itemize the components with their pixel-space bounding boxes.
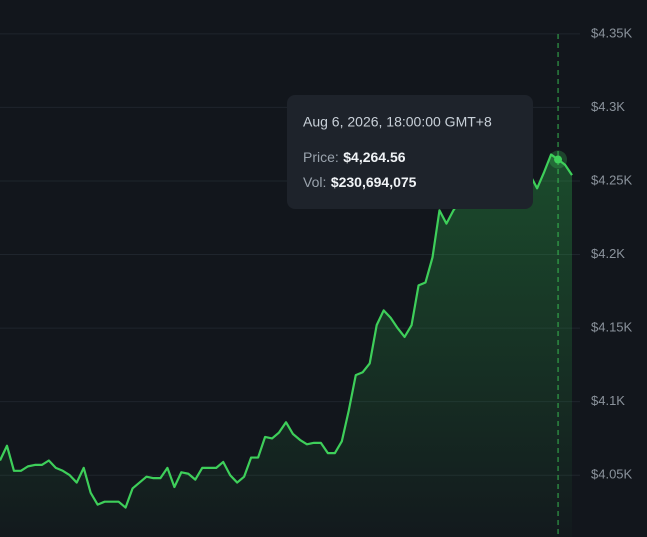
hover-point xyxy=(554,155,563,164)
tooltip-box xyxy=(287,95,533,209)
tooltip-price-label: Price: xyxy=(303,149,339,165)
y-tick-label: $4.25K xyxy=(591,172,633,187)
tooltip-volume-label: Vol: xyxy=(303,174,326,190)
tooltip-price: Price: $4,264.56 xyxy=(303,149,406,167)
y-tick-label: $4.2K xyxy=(591,246,625,261)
tooltip-volume-value: $230,694,075 xyxy=(331,174,417,190)
tooltip-volume: Vol: $230,694,075 xyxy=(303,174,417,192)
tooltip-date: Aug 6, 2026, 18:00:00 GMT+8 xyxy=(303,114,492,130)
y-tick-label: $4.15K xyxy=(591,320,633,335)
y-tick-label: $4.3K xyxy=(591,99,625,114)
y-tick-label: $4.35K xyxy=(591,25,633,40)
tooltip: Aug 6, 2026, 18:00:00 GMT+8 Price: $4,26… xyxy=(287,95,533,209)
y-tick-label: $4.1K xyxy=(591,393,625,408)
area xyxy=(0,154,572,537)
tooltip-price-value: $4,264.56 xyxy=(343,149,405,165)
y-tick-label: $4.05K xyxy=(591,467,633,482)
